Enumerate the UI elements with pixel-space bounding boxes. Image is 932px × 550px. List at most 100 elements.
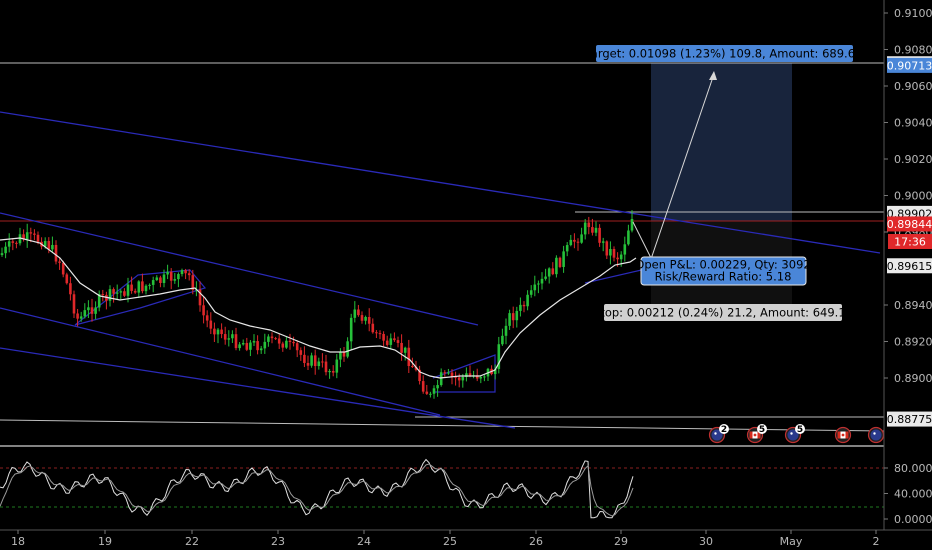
candle-body <box>252 341 256 343</box>
event-marker-canada: 5 <box>746 424 767 444</box>
candle-body <box>540 278 544 284</box>
candlesticks[interactable] <box>0 210 634 399</box>
candle-body <box>375 332 378 334</box>
candle-body <box>357 309 360 316</box>
event-badge: 2 <box>721 425 727 435</box>
candle-body <box>526 294 529 307</box>
candle-body <box>130 284 133 291</box>
candle-body <box>414 366 418 370</box>
candle-body <box>591 227 594 233</box>
candle-body <box>22 234 25 240</box>
candle-body <box>205 315 209 321</box>
candle-body <box>231 334 234 339</box>
candle-body <box>288 340 292 342</box>
candle-body <box>47 240 51 250</box>
time-axis-label: 24 <box>357 535 371 548</box>
target-label-text: Target: 0.01098 (1.23%) 109.8, Amount: 6… <box>585 47 863 61</box>
time-axis-label: 19 <box>98 535 112 548</box>
stop-label[interactable]: Stop: 0.00212 (0.24%) 21.2, Amount: 649.… <box>593 304 853 321</box>
trend-hline[interactable] <box>0 419 885 432</box>
candle-body <box>25 232 29 240</box>
candle-body <box>11 241 15 243</box>
candle-body <box>177 274 180 280</box>
candle-body <box>187 273 191 276</box>
candle-body <box>479 376 483 379</box>
candle-body <box>515 310 519 321</box>
price-tag-text: 0.89844 <box>887 218 932 231</box>
flag-pattern-3 <box>584 267 651 284</box>
candle-body <box>547 268 551 277</box>
candle-body <box>256 341 259 351</box>
candle-body <box>609 249 612 256</box>
candle-body <box>331 371 335 373</box>
candle-body <box>497 344 501 369</box>
channel-mid-line <box>0 212 479 326</box>
target-label[interactable]: Target: 0.01098 (1.23%) 109.8, Amount: 6… <box>585 45 863 62</box>
candle-body <box>0 253 4 255</box>
candle-body <box>619 254 623 260</box>
candle-body <box>342 352 346 357</box>
candle-body <box>562 251 565 267</box>
candle-body <box>141 281 144 292</box>
candle-body <box>555 257 558 275</box>
candle-body <box>54 244 58 262</box>
oscillator-axis[interactable]: 80.0000 40.0000 0.0000 <box>884 462 932 526</box>
candle-body <box>267 336 270 342</box>
candle-body <box>418 369 421 382</box>
candle-body <box>90 307 94 314</box>
event-badge: 5 <box>797 425 803 435</box>
time-axis-label: 22 <box>185 535 199 548</box>
candle-body <box>569 239 573 246</box>
osc-axis-label: 40.0000 <box>894 488 932 501</box>
candle-body <box>353 309 357 318</box>
pnl-box[interactable]: Open P&L: 0.00229, Qty: 3092 Risk/Reward… <box>635 256 811 286</box>
candle-body <box>173 279 177 281</box>
candle-body <box>544 276 547 279</box>
channel-bottom-line <box>0 347 516 429</box>
event-marker-australia: 2 <box>708 424 729 444</box>
candle-body <box>317 361 321 367</box>
candle-body <box>270 336 274 339</box>
candle-body <box>306 362 310 366</box>
osc-axis-label: 0.0000 <box>894 513 932 526</box>
candle-body <box>51 244 54 250</box>
economic-events[interactable]: 2 5 5 <box>708 424 885 444</box>
candle-body <box>7 241 11 247</box>
candle-body <box>295 343 299 351</box>
candle-body <box>558 257 562 267</box>
candle-body <box>263 341 267 349</box>
candle-body <box>101 294 105 296</box>
candle-body <box>612 249 616 258</box>
candle-body <box>209 320 213 329</box>
event-marker-australia <box>867 426 885 444</box>
candle-body <box>313 355 317 367</box>
candle-body <box>234 334 238 349</box>
candle-body <box>360 315 364 321</box>
candle-body <box>220 329 223 335</box>
candle-body <box>573 239 576 242</box>
candle-body <box>166 271 169 275</box>
candle-body <box>162 274 166 283</box>
candle-body <box>393 338 396 341</box>
candle-body <box>522 304 526 307</box>
candle-body <box>519 304 522 311</box>
candle-body <box>396 340 400 343</box>
candle-body <box>126 284 130 296</box>
time-axis-label: 29 <box>614 535 628 548</box>
candle-body <box>389 338 393 345</box>
stochastic-pane[interactable] <box>0 458 884 519</box>
candle-body <box>133 290 137 293</box>
candle-body <box>58 261 61 263</box>
candle-body <box>115 292 119 294</box>
candle-body <box>565 245 569 252</box>
candle-body <box>241 343 245 345</box>
candle-body <box>324 361 328 373</box>
candle-body <box>601 241 605 243</box>
time-axis[interactable]: 18 19 22 23 24 25 26 29 30 May 2 <box>11 530 880 548</box>
candle-body <box>119 291 123 293</box>
